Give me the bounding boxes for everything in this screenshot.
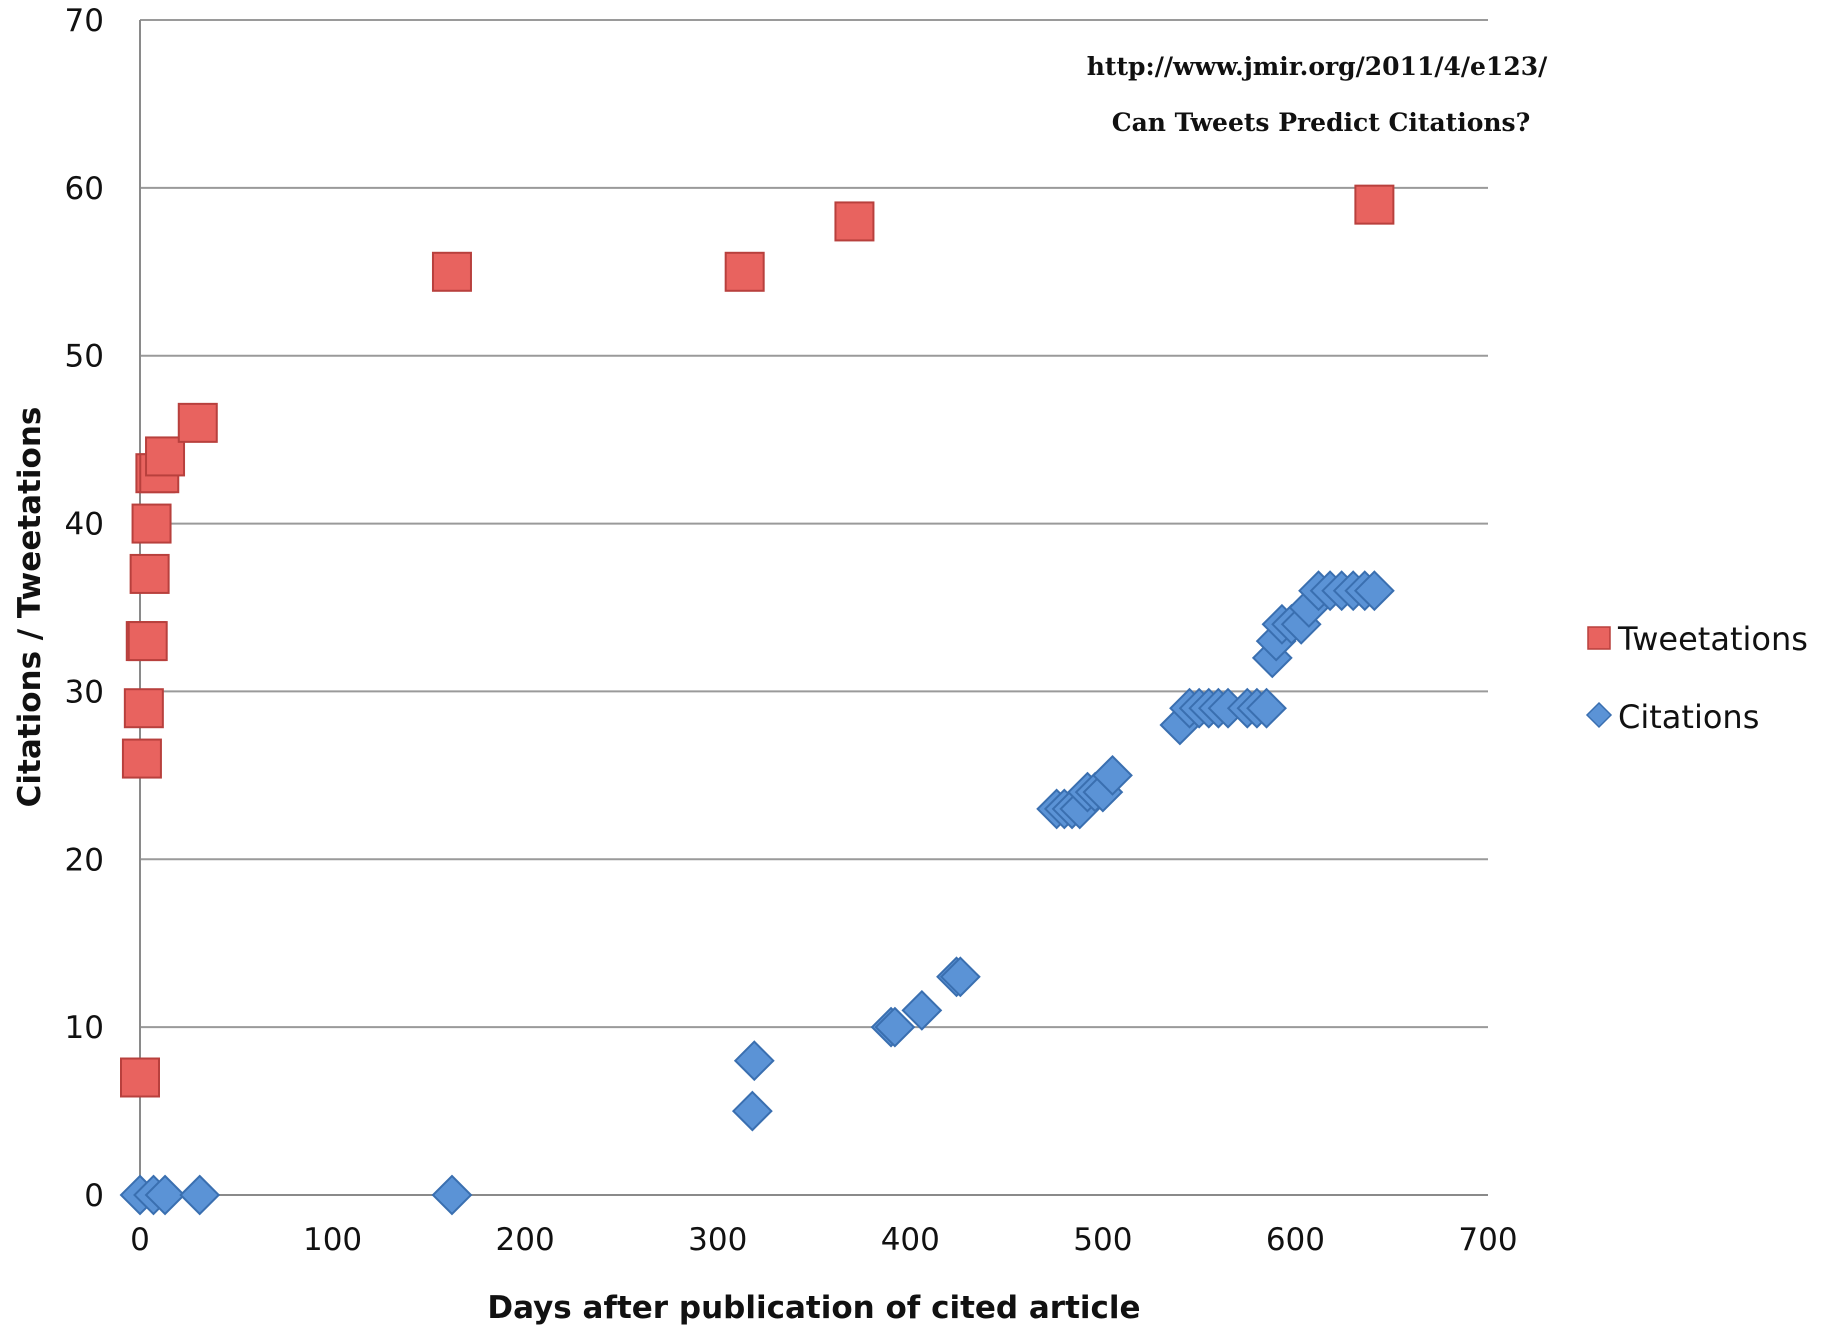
y-tick-label: 60 bbox=[65, 171, 104, 207]
y-tick-label: 50 bbox=[65, 339, 104, 375]
y-tick-label: 30 bbox=[65, 674, 104, 710]
y-tick-label: 0 bbox=[84, 1178, 104, 1214]
tweetation-point bbox=[177, 402, 218, 443]
citation-point bbox=[874, 1006, 916, 1048]
citation-point bbox=[939, 956, 981, 998]
tweetation-point bbox=[129, 553, 170, 594]
tweetation-point bbox=[123, 688, 164, 729]
tweetation-point bbox=[127, 621, 168, 662]
x-tick-label: 600 bbox=[1266, 1222, 1325, 1258]
legend-citations-marker bbox=[1585, 701, 1613, 729]
headline-annotation: Can Tweets Predict Citations? bbox=[1112, 108, 1531, 137]
source-url-annotation: http://www.jmir.org/2011/4/e123/ bbox=[1087, 52, 1548, 81]
x-axis-title: Days after publication of cited article bbox=[487, 1290, 1140, 1325]
legend-tweetations-marker bbox=[1587, 626, 1611, 650]
legend: Tweetations Citations bbox=[1585, 620, 1808, 736]
y-tick-label: 40 bbox=[65, 507, 104, 543]
legend-tweetations-label: Tweetations bbox=[1617, 620, 1808, 658]
tweetation-point bbox=[834, 201, 875, 242]
y-tick-label: 20 bbox=[65, 842, 104, 878]
tweetation-point bbox=[120, 1057, 160, 1098]
y-axis-title: Citations / Tweetations bbox=[12, 407, 48, 808]
tweetation-point bbox=[724, 251, 765, 292]
tweetation-point bbox=[431, 251, 472, 292]
citation-point bbox=[1246, 687, 1287, 729]
y-tick-label: 10 bbox=[65, 1010, 104, 1046]
x-tick-label: 300 bbox=[688, 1222, 747, 1258]
x-tick-label: 500 bbox=[1073, 1222, 1132, 1258]
x-tick-label: 200 bbox=[496, 1222, 555, 1258]
x-tick-label: 0 bbox=[130, 1222, 150, 1258]
y-tick-label: 70 bbox=[65, 3, 104, 39]
legend-citations-label: Citations bbox=[1618, 698, 1759, 736]
citation-point bbox=[901, 989, 943, 1031]
grid-lines bbox=[140, 19, 1488, 1029]
citation-point bbox=[731, 1090, 773, 1132]
x-tick-label: 100 bbox=[303, 1222, 362, 1258]
tweetation-point bbox=[1354, 184, 1395, 225]
citation-point bbox=[431, 1174, 473, 1216]
tweetation-point bbox=[121, 738, 162, 779]
x-tick-label: 400 bbox=[881, 1222, 940, 1258]
citation-point bbox=[1353, 570, 1395, 612]
citation-point bbox=[144, 1174, 186, 1216]
y-tick-labels: 0 10 20 30 40 50 60 70 bbox=[65, 3, 104, 1214]
x-tick-label: 700 bbox=[1458, 1222, 1517, 1258]
tweetation-point bbox=[145, 436, 186, 477]
citation-point bbox=[1092, 754, 1133, 796]
x-tick-labels: 0 100 200 300 400 500 600 700 bbox=[130, 1222, 1517, 1258]
citation-point bbox=[179, 1174, 221, 1216]
tweetation-point bbox=[131, 503, 172, 544]
citation-point bbox=[733, 1040, 775, 1082]
data-points bbox=[119, 184, 1395, 1216]
